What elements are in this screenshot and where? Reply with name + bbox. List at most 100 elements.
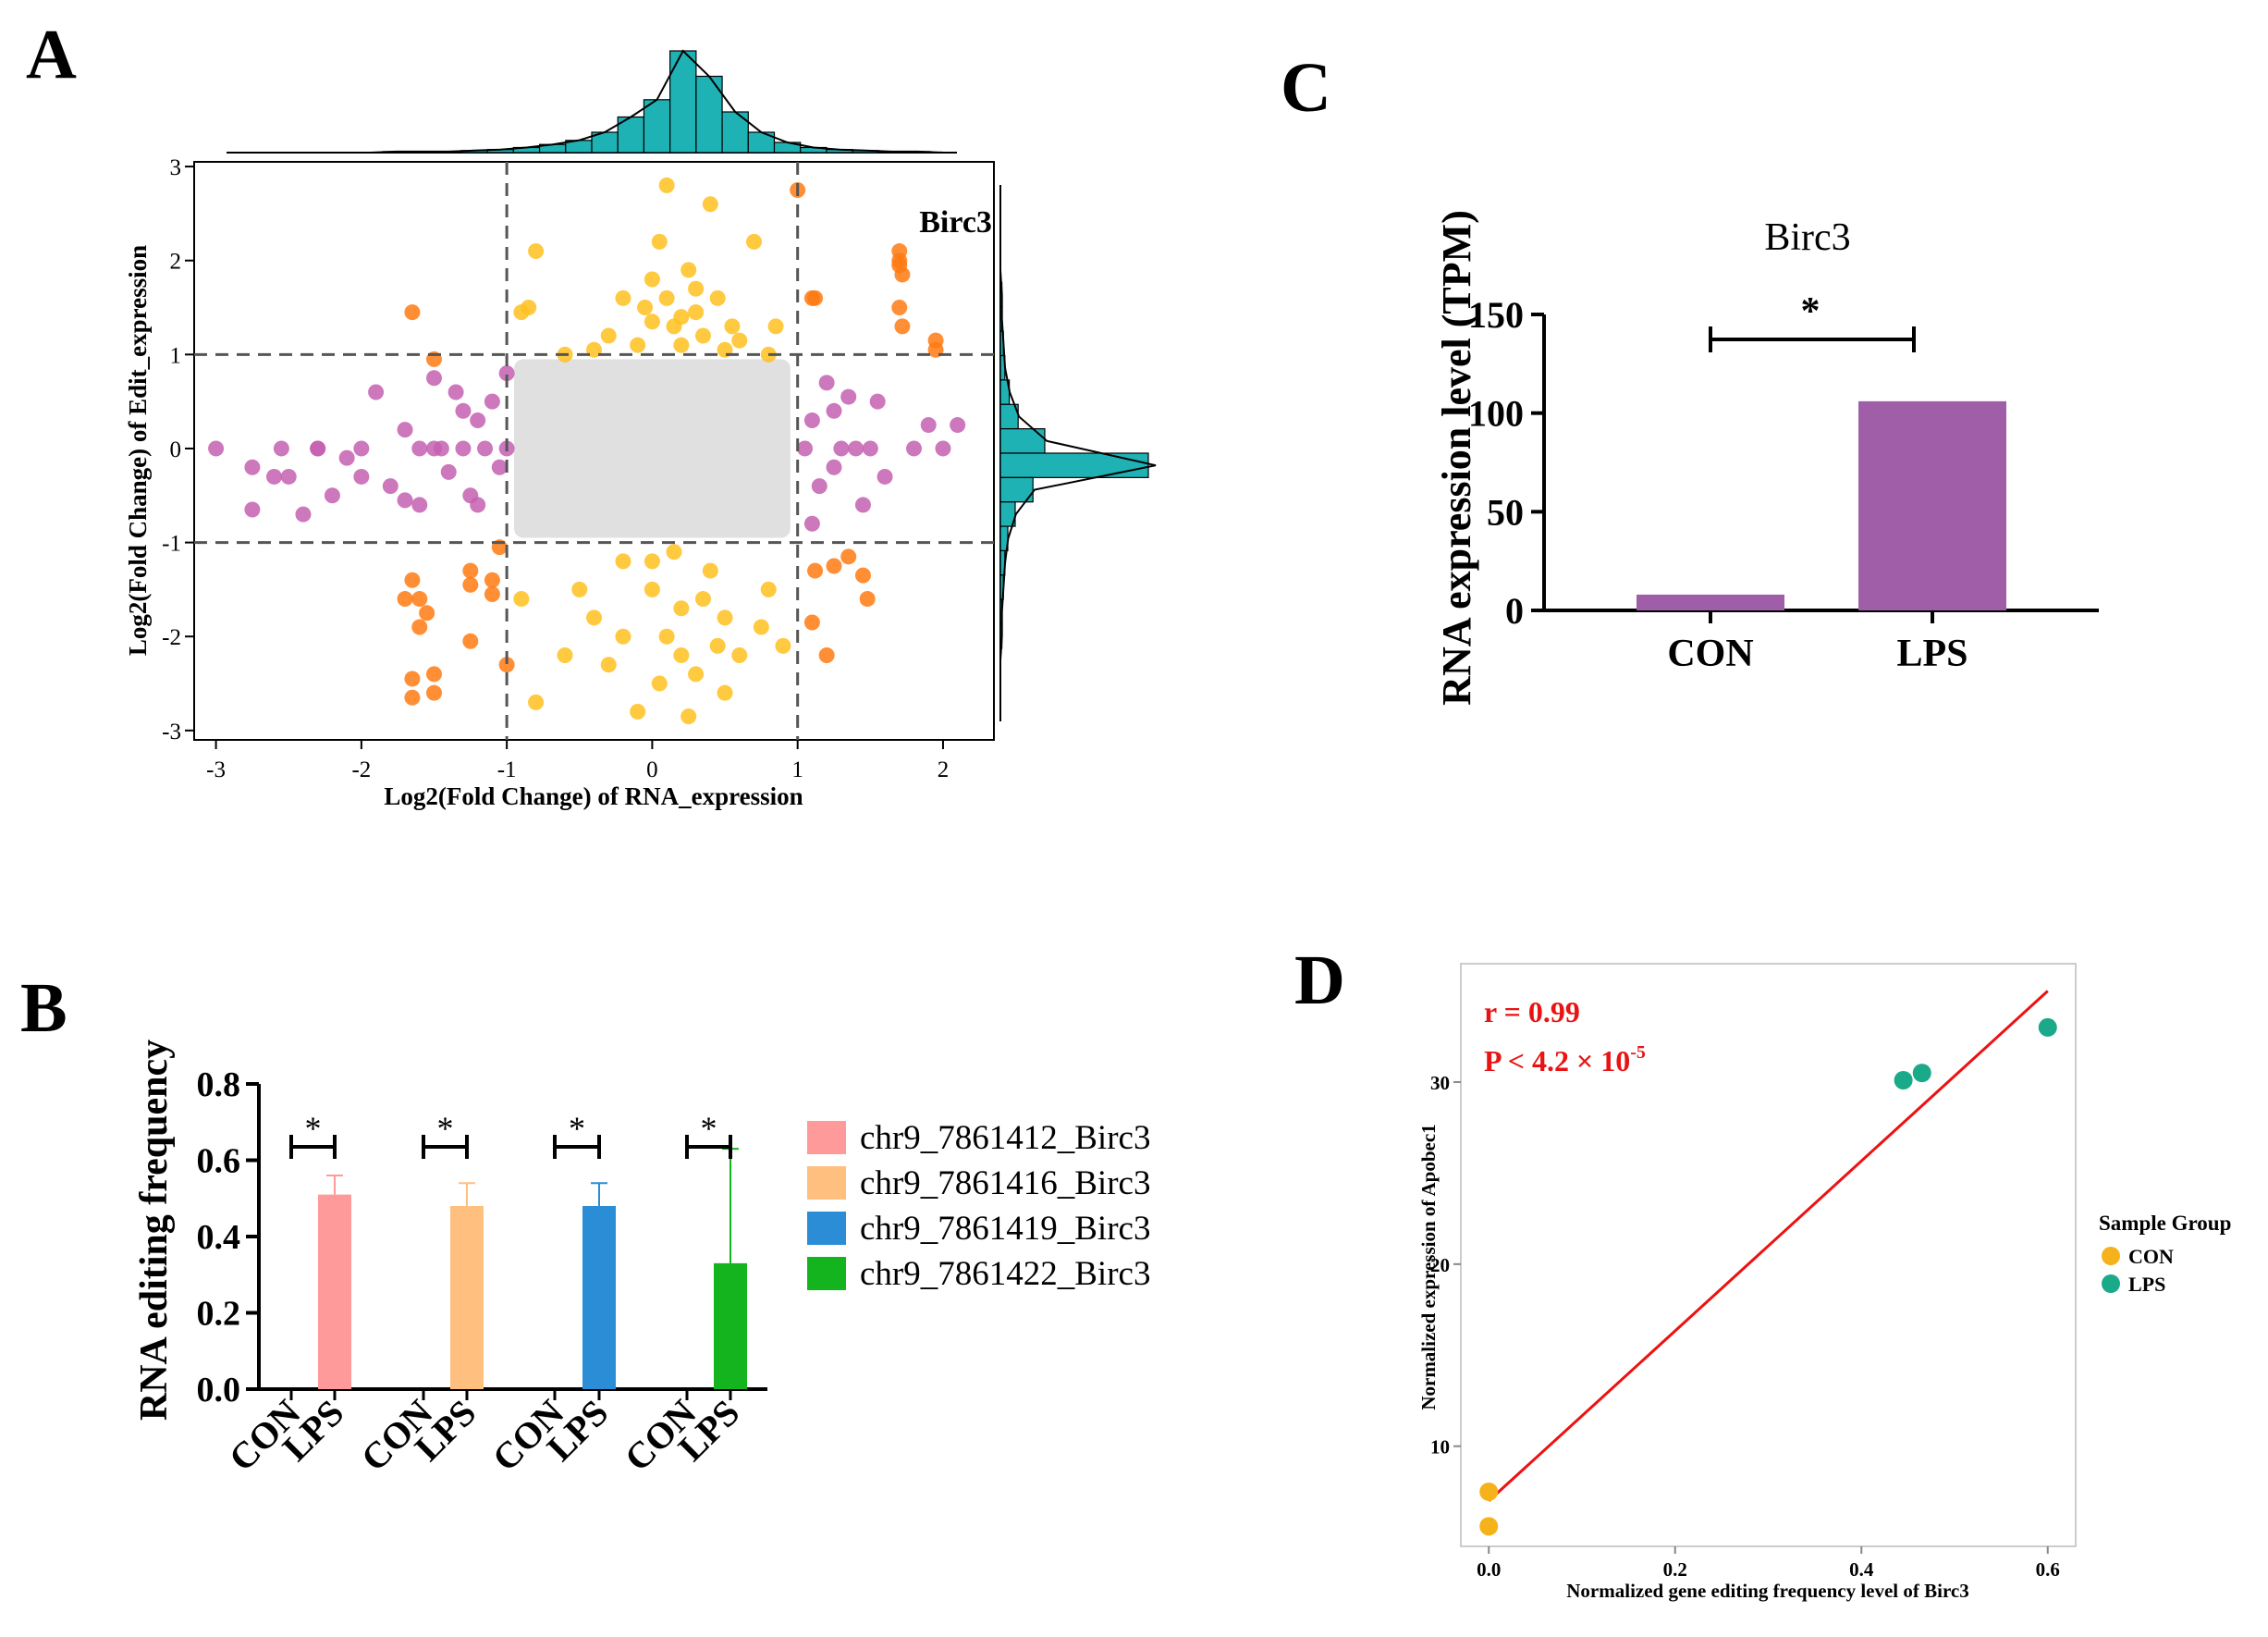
d-y-tick-label: 10 bbox=[1430, 1436, 1450, 1459]
a-point-orange bbox=[498, 657, 515, 673]
a-point-purple bbox=[324, 487, 340, 504]
a-y-tick-label: -3 bbox=[162, 720, 181, 745]
a-x-axis-title: Log2(Fold Change) of RNA_expression bbox=[384, 782, 803, 810]
a-point-purple bbox=[397, 492, 413, 509]
a-point-yellow bbox=[702, 562, 718, 579]
a-y-axis-title: Log2(Fold Change) of Edit_expression bbox=[124, 245, 152, 656]
a-point-purple bbox=[266, 468, 282, 485]
a-point-yellow bbox=[658, 177, 675, 193]
a-point-yellow bbox=[753, 619, 769, 635]
d-plot-frame bbox=[1460, 963, 2077, 1547]
a-point-purple bbox=[877, 468, 893, 485]
b-sig-star: * bbox=[569, 1110, 585, 1147]
a-point-purple bbox=[477, 440, 494, 457]
a-point-purple bbox=[411, 497, 428, 513]
a-point-orange bbox=[807, 289, 824, 306]
d-p-text: P < 4.2 × 10 bbox=[1484, 1044, 1630, 1077]
a-right-histogram bbox=[999, 185, 1157, 721]
b-legend-swatch-3 bbox=[807, 1257, 846, 1290]
a-point-purple bbox=[208, 440, 225, 457]
c-y-tick-label: 100 bbox=[1468, 393, 1524, 435]
a-point-orange bbox=[894, 318, 911, 335]
a-point-orange bbox=[462, 633, 479, 649]
a-point-purple bbox=[280, 468, 297, 485]
d-r-annotation: r = 0.99 bbox=[1484, 995, 1580, 1028]
a-x-tick-label: -1 bbox=[497, 757, 517, 782]
d-legend-swatch-con bbox=[2102, 1247, 2120, 1265]
d-point-lps bbox=[1894, 1071, 1913, 1089]
a-point-orange bbox=[894, 266, 911, 283]
panel-a: -3 -2 -1 0 1 2 -3 -2 -1 0 1 2 3 Birc3 Log2(Fold Cha… bbox=[124, 49, 1157, 810]
b-bars: * * * * bbox=[289, 1110, 747, 1389]
a-point-purple bbox=[244, 459, 261, 475]
a-point-purple bbox=[869, 393, 886, 410]
d-y-tick-label: 20 bbox=[1430, 1254, 1450, 1276]
b-legend-swatch-0 bbox=[807, 1121, 846, 1154]
b-y-tick-label: 0.0 bbox=[197, 1371, 241, 1409]
a-point-purple bbox=[273, 440, 289, 457]
c-y-tick-label: 0 bbox=[1505, 590, 1524, 632]
a-point-orange bbox=[840, 548, 857, 565]
a-point-purple bbox=[426, 370, 442, 387]
b-legend-label-1: chr9_7861416_Birc3 bbox=[860, 1164, 1150, 1202]
a-point-orange bbox=[818, 647, 835, 664]
a-point-yellow bbox=[615, 289, 631, 306]
a-threshold-lines bbox=[194, 162, 994, 740]
a-point-purple bbox=[862, 440, 878, 457]
c-bar-con bbox=[1637, 594, 1784, 610]
a-point-purple bbox=[244, 501, 261, 518]
b-y-tick-label: 0.6 bbox=[197, 1142, 241, 1181]
a-point-yellow bbox=[760, 581, 777, 597]
d-points bbox=[1479, 1017, 2057, 1536]
a-point-yellow bbox=[709, 289, 726, 306]
a-point-purple bbox=[353, 440, 370, 457]
c-significance-star: * bbox=[1801, 290, 1821, 333]
a-top-hist-bar bbox=[643, 99, 671, 154]
a-point-purple bbox=[470, 412, 486, 428]
d-x-tick-label: 0.2 bbox=[1663, 1558, 1687, 1581]
a-point-orange bbox=[462, 562, 479, 579]
a-point-yellow bbox=[680, 708, 697, 725]
a-point-orange bbox=[484, 572, 500, 588]
a-right-hist-bar bbox=[999, 452, 1149, 478]
a-top-hist-density bbox=[239, 49, 944, 154]
a-point-yellow bbox=[651, 675, 668, 692]
a-point-yellow bbox=[513, 591, 530, 608]
a-point-yellow bbox=[731, 647, 748, 664]
a-point-orange bbox=[397, 591, 413, 608]
b-legend: chr9_7861412_Birc3 chr9_7861416_Birc3 chr9… bbox=[807, 1119, 1150, 1293]
c-bar-lps bbox=[1858, 400, 2006, 610]
a-point-yellow bbox=[658, 289, 675, 306]
b-legend-label-0: chr9_7861412_Birc3 bbox=[860, 1119, 1150, 1157]
a-point-yellow bbox=[673, 309, 690, 326]
a-point-yellow bbox=[688, 280, 705, 297]
a-point-purple bbox=[368, 384, 385, 400]
a-point-yellow bbox=[709, 637, 726, 654]
a-point-purple bbox=[803, 412, 820, 428]
a-point-purple bbox=[447, 384, 464, 400]
a-point-yellow bbox=[731, 332, 748, 349]
a-point-yellow bbox=[644, 553, 660, 570]
a-grey-point-cloud bbox=[514, 359, 791, 538]
a-point-purple bbox=[935, 440, 951, 457]
a-point-orange bbox=[854, 567, 871, 584]
a-point-purple bbox=[950, 417, 966, 434]
a-point-yellow bbox=[688, 666, 705, 683]
d-legend-label-con: CON bbox=[2128, 1245, 2174, 1268]
a-point-yellow bbox=[644, 581, 660, 597]
a-point-yellow bbox=[630, 704, 646, 720]
a-x-tick-label: 2 bbox=[938, 757, 950, 782]
a-point-purple bbox=[491, 459, 508, 475]
a-point-purple bbox=[848, 440, 864, 457]
d-y-tick-label: 30 bbox=[1430, 1072, 1450, 1094]
a-point-purple bbox=[382, 478, 398, 495]
a-point-yellow bbox=[658, 628, 675, 645]
a-x-ticks: -3 -2 -1 0 1 2 bbox=[206, 740, 949, 782]
a-point-yellow bbox=[702, 196, 718, 213]
b-legend-swatch-1 bbox=[807, 1166, 846, 1200]
c-x-tick-label: CON bbox=[1667, 633, 1753, 675]
a-y-tick-label: -2 bbox=[162, 625, 181, 650]
